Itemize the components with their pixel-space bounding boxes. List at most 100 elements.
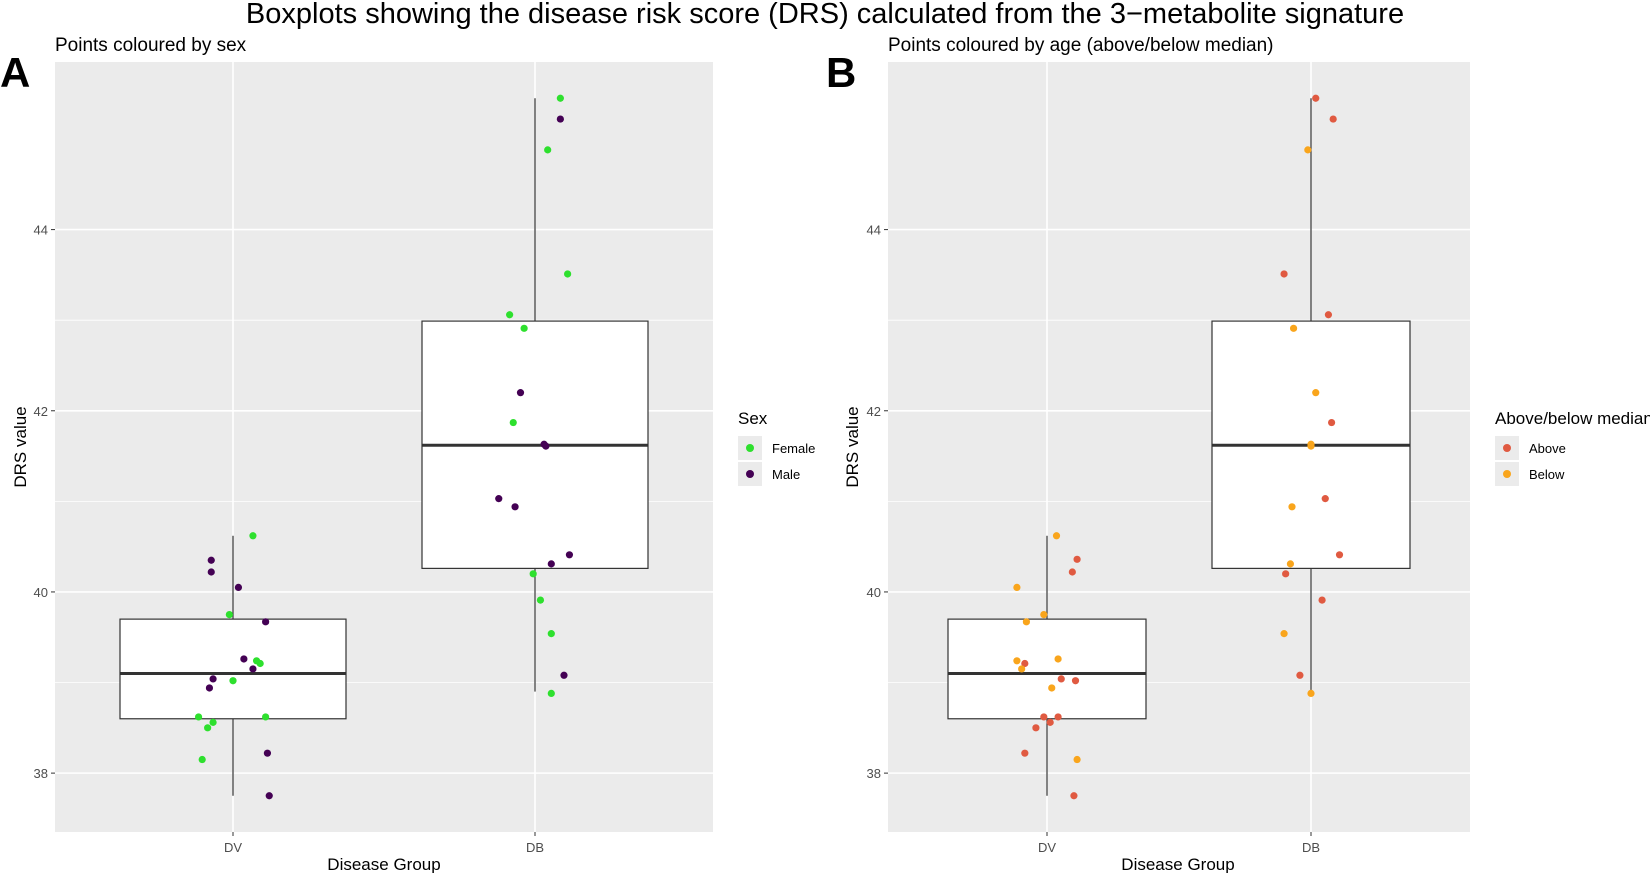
data-point-above [1280, 270, 1288, 278]
data-point-below [1307, 689, 1315, 698]
panel-b-x-axis-title: Disease Group [1121, 855, 1234, 873]
panel-a-legend-swatch-male [746, 470, 754, 478]
panel-b-x-axis: DV DB [1038, 832, 1320, 855]
data-point-above [1046, 718, 1054, 726]
data-point-above [1282, 570, 1290, 578]
data-point-female [198, 755, 206, 764]
panel-b-legend: Above/below median Above Below [1495, 409, 1650, 486]
data-point-above [1054, 713, 1062, 721]
panel-a-points [194, 94, 574, 800]
panel-b-letter: B [826, 49, 856, 96]
panel-a-title: Points coloured by sex [55, 35, 247, 56]
data-point-female [564, 270, 572, 278]
data-point-above [1327, 418, 1336, 427]
data-point-below [1018, 665, 1026, 673]
panel-b-legend-title: Above/below median [1495, 409, 1650, 428]
data-point-above [1312, 94, 1320, 102]
data-point-female [547, 689, 555, 698]
panel-a-legend-swatch-female [746, 444, 754, 452]
data-point-male [263, 749, 272, 757]
data-point-female [194, 713, 203, 721]
data-point-female [529, 570, 537, 578]
data-point-male [262, 618, 270, 626]
panel-b-legend-swatch-above [1503, 444, 1511, 452]
panel-a-legend-title: Sex [738, 409, 768, 428]
panel-b-legend-label-below: Below [1529, 467, 1565, 482]
panel-b-title: Points coloured by age (above/below medi… [888, 35, 1274, 56]
data-point-above [1324, 311, 1333, 319]
data-point-female [229, 677, 237, 685]
data-point-male [511, 503, 519, 511]
data-point-below [1054, 655, 1062, 663]
data-point-below [1052, 532, 1061, 540]
data-point-male [205, 684, 214, 692]
data-point-below [1013, 657, 1021, 665]
y-tick-label: 40 [867, 585, 881, 600]
data-point-above [1070, 792, 1078, 800]
y-tick-label: 44 [867, 223, 881, 238]
panel-a-y-axis-title: DRS value [11, 406, 30, 487]
panel-b-points [1013, 94, 1344, 800]
panel-a-legend-label-female: Female [772, 441, 815, 456]
data-point-below [1073, 755, 1081, 764]
data-point-female [204, 724, 212, 732]
data-point-above [1073, 555, 1081, 563]
data-point-female [520, 324, 528, 332]
data-point-above [1032, 724, 1040, 732]
data-point-female [506, 311, 514, 319]
panel-a-x-axis-title: Disease Group [327, 855, 440, 873]
data-point-male [207, 568, 215, 576]
data-point-male [240, 655, 248, 663]
data-point-above [1318, 596, 1326, 604]
x-tick-label-db: DB [1302, 840, 1320, 855]
y-tick-label: 38 [867, 766, 881, 781]
data-point-female [556, 94, 564, 102]
data-point-above [1021, 749, 1029, 757]
panel-a-letter: A [0, 49, 30, 96]
panel-b-legend-swatch-below [1503, 470, 1511, 478]
box-dv [947, 618, 1147, 720]
y-tick-label: 42 [34, 404, 48, 419]
data-point-above [1068, 568, 1076, 576]
data-point-above [1040, 713, 1048, 721]
panel-a-legend-label-male: Male [772, 467, 800, 482]
y-tick-label: 42 [867, 404, 881, 419]
data-point-male [209, 675, 217, 683]
panel-a-y-axis: 38 40 42 44 [34, 223, 55, 781]
data-point-above [1329, 115, 1337, 123]
panel-a: A Points coloured by sex 38 40 42 44 DV DB D… [0, 35, 815, 873]
data-point-male [495, 495, 503, 503]
y-tick-label: 44 [34, 223, 48, 238]
panel-b-y-axis: 38 40 42 44 [867, 223, 888, 781]
box-dv [119, 618, 347, 720]
panel-a-legend: Sex Female Male [738, 409, 815, 486]
panel-b-legend-label-above: Above [1529, 441, 1566, 456]
data-point-female [509, 418, 517, 427]
data-point-above [1321, 495, 1329, 503]
data-point-below [1013, 583, 1021, 592]
data-point-female [544, 146, 552, 154]
panel-a-x-axis: DV DB [224, 832, 544, 855]
data-point-male [207, 556, 215, 564]
data-point-above [1021, 659, 1029, 668]
data-point-below [1040, 610, 1048, 619]
main-title: Boxplots showing the disease risk score … [246, 0, 1404, 30]
data-point-male [234, 583, 243, 592]
data-point-female [209, 718, 217, 726]
data-point-below [1048, 684, 1056, 692]
data-point-above [1335, 551, 1344, 559]
data-point-below [1307, 442, 1315, 450]
data-point-above [1296, 671, 1304, 679]
data-point-female [256, 659, 264, 668]
data-point-female [249, 532, 257, 540]
data-point-below [1288, 503, 1296, 511]
data-point-male [542, 442, 550, 450]
data-point-below [1312, 389, 1320, 397]
data-point-female [536, 596, 545, 604]
data-point-below [1289, 324, 1298, 332]
y-tick-label: 40 [34, 585, 48, 600]
panel-b-y-axis-title: DRS value [843, 406, 862, 487]
data-point-above [1071, 677, 1080, 685]
panel-b: B Points coloured by age (above/below me… [826, 35, 1650, 873]
data-point-above [1057, 675, 1065, 683]
